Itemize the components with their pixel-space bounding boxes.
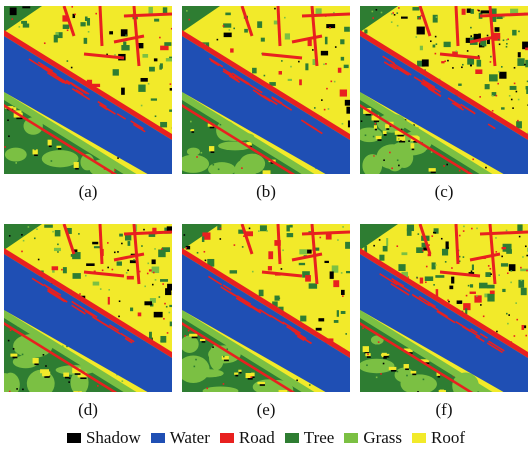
map-panel-f xyxy=(360,224,528,392)
panel-caption-d: (d) xyxy=(78,400,98,419)
legend-label: Road xyxy=(238,428,275,447)
classification-map xyxy=(4,6,172,174)
panel-caption-f: (f) xyxy=(435,400,453,419)
map-panel-e xyxy=(182,224,350,392)
legend-item-road: Road xyxy=(219,428,275,448)
legend-swatch xyxy=(66,433,81,443)
legend-label: Tree xyxy=(303,428,335,447)
legend-item-shadow: Shadow xyxy=(66,428,141,448)
classification-map xyxy=(182,224,350,392)
legend-item-water: Water xyxy=(150,428,210,448)
classification-map xyxy=(182,6,350,174)
panel-caption-e: (e) xyxy=(256,400,276,419)
legend-swatch xyxy=(150,433,165,443)
map-panel-b xyxy=(182,6,350,174)
legend-swatch xyxy=(219,433,234,443)
legend-swatch xyxy=(344,433,359,443)
panel-caption-a: (a) xyxy=(78,182,98,201)
classification-map xyxy=(360,224,528,392)
classification-map xyxy=(4,224,172,392)
legend-item-grass: Grass xyxy=(344,428,402,448)
map-panel-c xyxy=(360,6,528,174)
panel-caption-c: (c) xyxy=(434,182,454,201)
legend-item-roof: Roof xyxy=(412,428,465,448)
legend: Shadow Water Road Tree Grass Roof xyxy=(0,426,532,450)
map-panel-d xyxy=(4,224,172,392)
legend-swatch xyxy=(412,433,427,443)
legend-label: Roof xyxy=(431,428,466,447)
legend-label: Shadow xyxy=(85,428,141,447)
legend-item-tree: Tree xyxy=(284,428,335,448)
legend-swatch xyxy=(284,433,299,443)
panel-caption-b: (b) xyxy=(256,182,276,201)
legend-label: Water xyxy=(169,428,210,447)
map-panel-a xyxy=(4,6,172,174)
classification-map xyxy=(360,6,528,174)
legend-label: Grass xyxy=(363,428,403,447)
